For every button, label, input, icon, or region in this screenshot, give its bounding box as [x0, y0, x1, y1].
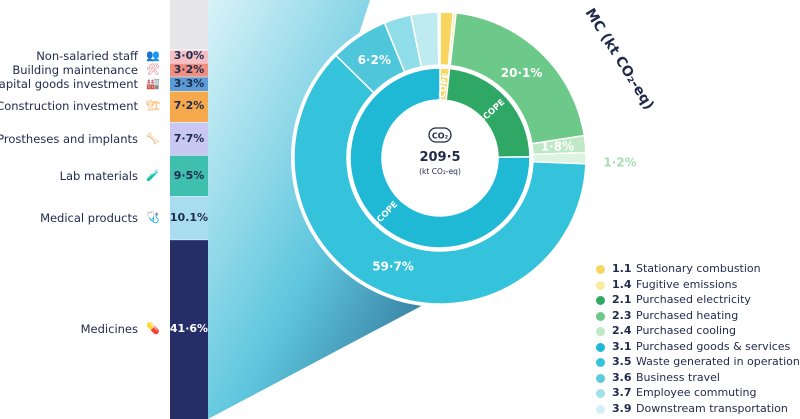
- category-icon-lab-materials: 🧪: [146, 168, 160, 182]
- total-value: 209·5: [419, 150, 460, 165]
- category-label-non-salaried-staff: Non-salaried staff: [36, 49, 138, 64]
- legend-item-3-1: 3.1 Purchased goods & services: [596, 340, 800, 356]
- legend-swatch: [596, 265, 605, 274]
- category-icon-building-maintenance: 🛠: [146, 62, 160, 76]
- outer-label-3.5: 6·2%: [358, 53, 391, 67]
- legend-code: 3.9: [612, 401, 632, 415]
- category-icon-medicines: 💊: [146, 322, 160, 336]
- total-unit: (kt CO₂-eq): [419, 167, 461, 176]
- legend-item-3-6: 3.6 Business travel: [596, 371, 800, 387]
- legend-code: 2.1: [612, 293, 632, 306]
- legend-code: 2.3: [612, 308, 632, 322]
- bar-segment-building-maintenance: [170, 62, 208, 77]
- bar-segment-medical-products: [170, 196, 208, 240]
- bar-value-lab-materials: 9·5%: [173, 168, 205, 182]
- legend-label: Stationary combustion: [636, 262, 761, 275]
- donut-center: [384, 102, 496, 214]
- legend-swatch: [596, 311, 605, 321]
- stacked-bar: [170, 0, 208, 419]
- outer-slice-3.9: [437, 11, 441, 66]
- legend-item-2-3: 2.3 Purchased heating: [596, 309, 800, 325]
- bar-value-construction-investment: 7·2%: [173, 99, 205, 113]
- bar-value-non-salaried-staff: 3·0%: [173, 49, 205, 63]
- legend-code: 1.4: [612, 277, 632, 291]
- legend-label: Fugitive emissions: [636, 277, 738, 291]
- donut-title: MC (kt CO₂-eq): [582, 6, 657, 113]
- legend: 1.1 Stationary combustion 1.4 Fugitive emis…: [596, 262, 800, 417]
- legend-label: Waste generated in operations: [636, 355, 800, 368]
- legend-item-2-4: 2.4 Purchased cooling: [596, 324, 800, 340]
- bar-value-capital-goods-investment: 3·3%: [173, 76, 205, 90]
- legend-swatch: [596, 404, 605, 414]
- legend-code: 2.4: [612, 324, 632, 337]
- legend-item-3-7: 3.7 Employee commuting: [596, 386, 800, 402]
- category-icon-construction-investment: 🏗: [146, 99, 160, 113]
- co2-cloud-icon: [428, 127, 452, 143]
- legend-code: 1.1: [612, 262, 632, 275]
- bar-value-prostheses-and-implants: 7·7%: [173, 131, 205, 145]
- bar-segment-capital-goods-investment: [170, 76, 208, 91]
- legend-swatch: [596, 389, 605, 398]
- legend-code: 3.5: [612, 355, 632, 368]
- legend-label: Purchased electricity: [636, 293, 751, 306]
- bar-value-building-maintenance: 3·2%: [173, 62, 205, 76]
- category-label-building-maintenance: Building maintenance: [12, 62, 138, 77]
- outer-label-other-5: 1·2%: [603, 155, 636, 169]
- legend-label: Purchased cooling: [636, 324, 737, 337]
- donut-chart: [291, 9, 589, 307]
- category-label-medicines: Medicines: [80, 322, 138, 337]
- bar-value-medical-products: 10.1%: [169, 210, 209, 224]
- category-icon-capital-goods-investment: 🏭: [146, 76, 160, 90]
- outer-slice-3.1: [293, 54, 587, 305]
- category-label-construction-investment: Construction investment: [0, 99, 138, 114]
- legend-code: 3.7: [612, 386, 632, 399]
- legend-label: Employee commuting: [636, 386, 757, 399]
- bar-value-medicines: 41·6%: [169, 322, 209, 336]
- legend-item-2-1: 2.1 Purchased electricity: [596, 293, 800, 309]
- outer-label-3.9: 0·2%: [422, 0, 455, 1]
- legend-code: 3.6: [612, 370, 632, 384]
- legend-item-1-1: 1.1 Stationary combustion: [596, 262, 800, 278]
- category-label-capital-goods-investment: Capital goods investment: [0, 76, 138, 91]
- legend-code: 3.1: [612, 339, 632, 353]
- outer-label-2.4: 1·8%: [541, 140, 574, 154]
- legend-swatch: [596, 296, 605, 305]
- bar-top-strip: [170, 0, 208, 50]
- bar-segment-non-salaried-staff: [170, 50, 208, 63]
- legend-item-1-4: 1.4 Fugitive emissions: [596, 278, 800, 294]
- legend-label: Business travel: [636, 370, 720, 384]
- legend-label: Downstream transportation: [636, 401, 788, 415]
- bar-segment-lab-materials: [170, 155, 208, 197]
- category-label-lab-materials: Lab materials: [59, 168, 138, 183]
- legend-item-3-5: 3.5 Waste generated in operations: [596, 355, 800, 371]
- inner-slice-scope-3: [349, 67, 531, 249]
- outer-label-3.1: 59·7%: [372, 259, 414, 273]
- category-icon-non-salaried-staff: 👥: [146, 49, 160, 63]
- funnel-band: [208, 0, 427, 419]
- category-label-prostheses-and-implants: Prostheses and implants: [0, 131, 138, 146]
- legend-label: Purchased heating: [636, 308, 739, 322]
- bar-segment-medicines: [170, 239, 208, 419]
- outer-label-2.3: 20·1%: [501, 66, 543, 80]
- legend-label: Purchased goods & services: [636, 339, 791, 353]
- legend-swatch: [596, 327, 605, 336]
- category-label-medical-products: Medical products: [40, 210, 138, 225]
- legend-swatch: [596, 280, 605, 290]
- bar-segment-prostheses-and-implants: [170, 121, 208, 156]
- bar-segment-construction-investment: [170, 90, 208, 122]
- legend-swatch: [596, 373, 605, 383]
- funnel-shape: [208, 0, 427, 419]
- legend-item-3-9: 3.9 Downstream transportation: [596, 402, 800, 418]
- legend-swatch: [596, 342, 605, 352]
- co2-icon-label: CO₂: [432, 132, 449, 141]
- category-icon-prostheses-and-implants: 🦴: [146, 131, 160, 145]
- category-icon-medical-products: 🩺: [146, 210, 160, 224]
- legend-swatch: [596, 358, 605, 367]
